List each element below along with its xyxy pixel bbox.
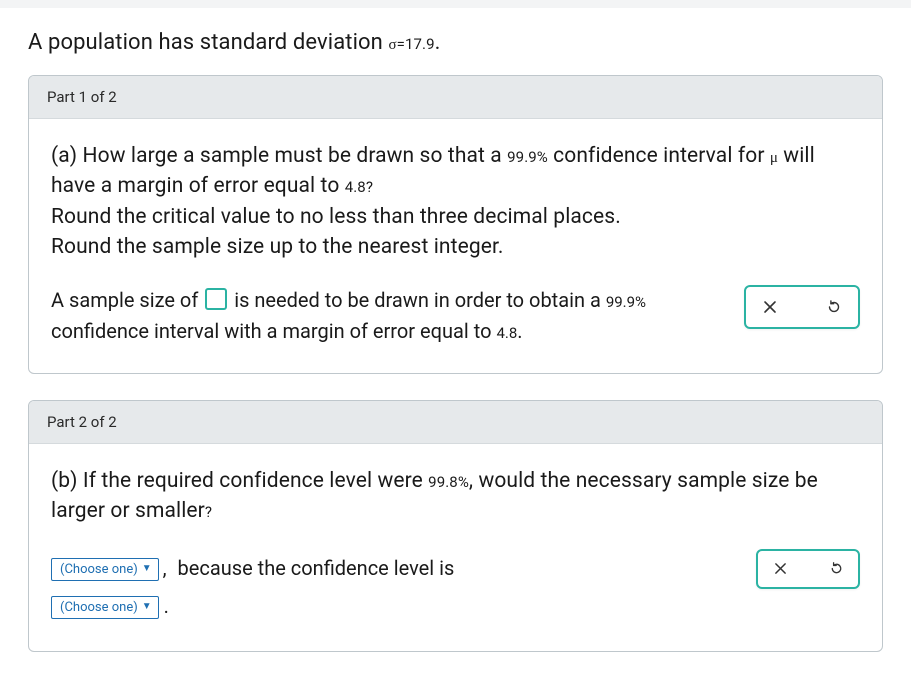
reset-icon[interactable]: [824, 297, 844, 317]
part-2-answer-row: (Choose one) ▼ , because the confidence …: [51, 549, 860, 625]
ans1-conf: 99.9%: [606, 293, 646, 311]
top-divider: [0, 0, 911, 8]
ans1-period: .: [517, 319, 522, 343]
part-1-card: Part 1 of 2 (a) How large a sample must …: [28, 75, 883, 374]
q1-l3: Round the sample size up to the nearest …: [51, 235, 504, 259]
q2-l1a: If the required confidence level were: [78, 469, 429, 493]
q1-l2: Round the critical value to no less than…: [51, 205, 621, 229]
part-1-answer-text: A sample size of is needed to be drawn i…: [51, 285, 724, 347]
q1-label: (a): [51, 144, 77, 168]
intro-period: .: [435, 30, 441, 55]
sigma-symbol: σ: [388, 37, 396, 53]
part-1-body: (a) How large a sample must be drawn so …: [29, 119, 882, 373]
part-2-card: Part 2 of 2 (b) If the required confiden…: [28, 400, 883, 652]
part-2-question: (b) If the required confidence level wer…: [51, 466, 860, 527]
intro-text: A population has standard deviation σ=17…: [28, 30, 883, 55]
part-2-header: Part 2 of 2: [29, 401, 882, 444]
q2-conf: 99.8%: [428, 473, 469, 491]
q1-qmark: ?: [366, 178, 373, 196]
page: A population has standard deviation σ=17…: [0, 30, 911, 698]
caret-down-icon: ▼: [142, 601, 152, 613]
part-1-question: (a) How large a sample must be drawn so …: [51, 141, 860, 263]
part-1-action-box: [744, 285, 860, 329]
part-2-action-box: [756, 549, 860, 589]
ans2-mid: because the confidence level is: [173, 556, 455, 580]
sigma-value: 17.9: [405, 35, 435, 53]
choose-one-select-2[interactable]: (Choose one) ▼: [51, 596, 159, 620]
q1-conf: 99.9%: [507, 148, 548, 166]
ans1-pre: A sample size of: [51, 288, 203, 312]
ans2-comma: ,: [163, 556, 167, 580]
close-icon[interactable]: [770, 559, 790, 579]
part-1-answer-row: A sample size of is needed to be drawn i…: [51, 285, 860, 347]
q1-me: 4.8: [345, 178, 366, 196]
q1-l1a: How large a sample must be drawn so that…: [77, 144, 507, 168]
q2-label: (b): [51, 469, 78, 493]
ans1-me: 4.8: [496, 324, 517, 342]
q1-l1b: confidence interval for: [548, 144, 770, 168]
choose-label-2: (Choose one): [60, 600, 138, 616]
part-1-header: Part 1 of 2: [29, 76, 882, 119]
reset-icon[interactable]: [826, 559, 846, 579]
q2-qmark: ?: [205, 503, 212, 521]
ans2-period: .: [164, 594, 169, 618]
part-2-body: (b) If the required confidence level wer…: [29, 444, 882, 651]
sample-size-input[interactable]: [205, 288, 227, 310]
mu-symbol: μ: [770, 150, 778, 166]
close-icon[interactable]: [760, 297, 780, 317]
ans1-post1: confidence interval with a margin of err…: [51, 319, 496, 343]
sigma-equals: =: [397, 35, 405, 53]
caret-down-icon: ▼: [142, 563, 152, 575]
choose-label-1: (Choose one): [60, 562, 138, 578]
choose-one-select-1[interactable]: (Choose one) ▼: [51, 558, 159, 582]
ans1-mid: is needed to be drawn in order to obtain…: [229, 288, 606, 312]
intro-prefix: A population has standard deviation: [28, 30, 388, 55]
part-2-answer-text: (Choose one) ▼ , because the confidence …: [51, 549, 736, 625]
